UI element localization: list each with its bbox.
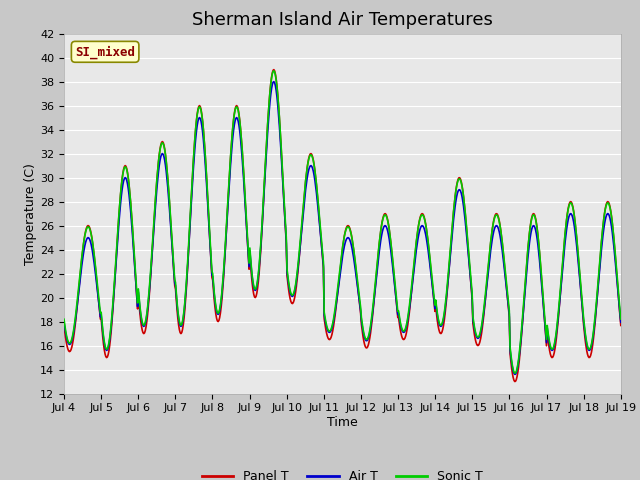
- Sonic T: [60, 316, 68, 322]
- Air T: [411, 259, 419, 265]
- Panel T: [428, 269, 435, 275]
- Panel T: [214, 318, 221, 324]
- Air T: [60, 320, 68, 325]
- Air T: [617, 319, 625, 325]
- Line: Air T: Air T: [64, 82, 621, 374]
- Panel T: [270, 67, 278, 72]
- Panel T: [511, 379, 518, 384]
- Panel T: [127, 210, 135, 216]
- Sonic T: [70, 324, 78, 330]
- Sonic T: [184, 254, 192, 260]
- Air T: [214, 311, 221, 317]
- Panel T: [617, 323, 625, 328]
- Sonic T: [127, 209, 135, 215]
- Y-axis label: Temperature (C): Temperature (C): [24, 163, 37, 264]
- X-axis label: Time: Time: [327, 416, 358, 429]
- Panel T: [411, 254, 419, 260]
- Air T: [70, 327, 78, 333]
- Air T: [270, 79, 278, 84]
- Title: Sherman Island Air Temperatures: Sherman Island Air Temperatures: [192, 11, 493, 29]
- Panel T: [70, 331, 78, 337]
- Text: SI_mixed: SI_mixed: [75, 45, 135, 59]
- Legend: Panel T, Air T, Sonic T: Panel T, Air T, Sonic T: [196, 465, 488, 480]
- Line: Sonic T: Sonic T: [64, 71, 621, 373]
- Air T: [184, 259, 192, 264]
- Air T: [511, 372, 518, 377]
- Sonic T: [617, 316, 625, 322]
- Air T: [127, 217, 135, 223]
- Line: Panel T: Panel T: [64, 70, 621, 382]
- Sonic T: [270, 68, 278, 74]
- Panel T: [184, 260, 192, 266]
- Sonic T: [411, 252, 419, 258]
- Panel T: [60, 323, 68, 328]
- Sonic T: [511, 370, 518, 376]
- Sonic T: [214, 310, 221, 315]
- Air T: [428, 272, 435, 278]
- Sonic T: [428, 266, 435, 272]
